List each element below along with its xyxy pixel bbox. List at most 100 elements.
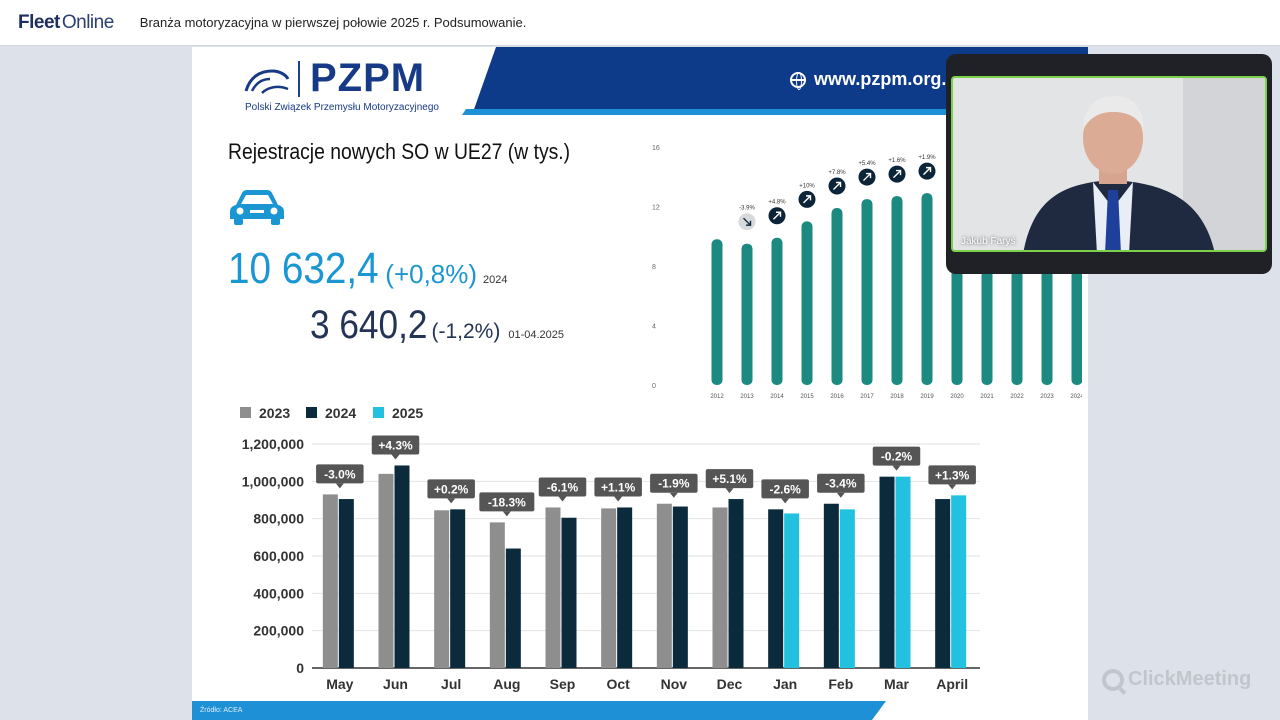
year-bar xyxy=(891,196,903,385)
month-bar-2025 xyxy=(784,513,800,668)
growth-label: +1.6% xyxy=(888,158,906,164)
stat-2025-value: 3 640,2 xyxy=(310,303,428,347)
month-bar-2024 xyxy=(505,548,521,668)
brand-bold: Fleet xyxy=(18,11,60,33)
legend-label: 2025 xyxy=(392,405,423,421)
xtick-label: 2022 xyxy=(1010,394,1024,400)
globe-icon xyxy=(790,71,806,90)
legend-label: 2024 xyxy=(325,405,356,421)
video-frame: Jakub Faryś xyxy=(951,76,1267,252)
ytick-label: 4 xyxy=(652,324,656,331)
xtick-label: 2013 xyxy=(740,394,754,400)
growth-label: +5.4% xyxy=(858,161,876,167)
speaker-name: Jakub Faryś xyxy=(961,236,1016,247)
stat-2024-period: 2024 xyxy=(483,274,508,286)
change-label: -0.2% xyxy=(881,450,913,464)
change-label: -18.3% xyxy=(488,495,526,509)
change-label: +5.1% xyxy=(712,472,747,486)
xtick-label: Jan xyxy=(773,676,797,692)
stat-2024: 10 632,4 (+0,8%) 2024 xyxy=(228,244,508,294)
arrow-down-icon xyxy=(743,217,752,226)
change-label: +0.2% xyxy=(434,482,469,496)
change-label-pointer xyxy=(335,483,344,489)
arrow-up-icon xyxy=(833,181,842,190)
month-bar-2023 xyxy=(601,508,617,668)
change-label-box xyxy=(479,492,535,512)
year-bar xyxy=(831,207,843,385)
xtick-label: 2016 xyxy=(830,394,844,400)
month-bar-2024 xyxy=(728,499,744,668)
change-label-pointer xyxy=(502,511,511,517)
month-bar-2023 xyxy=(322,494,338,668)
footer-band xyxy=(192,701,1088,720)
ytick-label: 200,000 xyxy=(253,623,304,639)
year-bar xyxy=(981,240,993,385)
month-bar-2023 xyxy=(656,503,672,668)
arrow-up-icon xyxy=(863,172,872,182)
change-label-box xyxy=(650,473,698,493)
change-label-pointer xyxy=(948,484,957,490)
xtick-label: 2019 xyxy=(920,394,934,400)
footer-band-white xyxy=(872,701,1088,720)
stat-2025-period: 01-04.2025 xyxy=(508,329,564,341)
xtick-label: 2023 xyxy=(1040,394,1054,400)
brand-light: Online xyxy=(61,11,114,33)
change-label-box xyxy=(371,435,420,455)
speaker-video-tile[interactable]: Jakub Faryś xyxy=(946,54,1272,274)
website-text: www.pzpm.org.p xyxy=(814,69,958,89)
month-bar-2024 xyxy=(561,517,577,668)
change-label-box xyxy=(705,469,754,489)
change-label-pointer xyxy=(391,454,400,460)
change-label-box xyxy=(928,465,976,485)
change-label-box xyxy=(817,473,865,493)
change-label: -2.6% xyxy=(769,482,801,496)
year-bar xyxy=(771,237,783,385)
source-note: Źródło: ACEA xyxy=(200,707,243,714)
header-stripe xyxy=(462,109,1088,115)
stat-2024-change: (+0,8%) xyxy=(385,259,478,289)
change-label-pointer xyxy=(669,492,678,498)
year-bar xyxy=(711,239,723,385)
legend-swatch xyxy=(240,407,251,418)
ytick-label: 400,000 xyxy=(253,585,304,601)
change-label-box xyxy=(761,479,809,499)
year-bar xyxy=(951,239,963,385)
month-bar-2024 xyxy=(450,509,466,668)
xtick-label: Sep xyxy=(550,676,576,692)
logo-car-icon xyxy=(244,69,290,94)
xtick-label: Jun xyxy=(383,676,408,692)
xtick-label: 2015 xyxy=(800,394,814,400)
fleet-online-logo[interactable]: Fleet Online xyxy=(18,12,114,34)
month-bar-2024 xyxy=(672,506,688,668)
xtick-label: May xyxy=(326,676,353,692)
change-label-pointer xyxy=(558,496,567,502)
logo-word: PZPM xyxy=(310,56,426,100)
change-label: -3.0% xyxy=(324,467,356,481)
xtick-label: Aug xyxy=(493,676,520,692)
stat-2025-change: (-1,2%) xyxy=(431,320,501,343)
xtick-label: 2012 xyxy=(710,394,724,400)
month-bar-2023 xyxy=(712,507,728,668)
change-label-pointer xyxy=(892,465,901,471)
growth-label: +10% xyxy=(799,183,815,189)
ytick-label: 600,000 xyxy=(253,548,304,564)
xtick-label: 2014 xyxy=(770,394,784,400)
xtick-label: Nov xyxy=(661,676,688,692)
change-label-box xyxy=(427,479,475,499)
xtick-label: Jul xyxy=(441,676,461,692)
xtick-label: Dec xyxy=(717,676,743,692)
stat-2024-value: 10 632,4 xyxy=(228,244,379,293)
ytick-label: 0 xyxy=(652,383,656,390)
arrow-up-icon xyxy=(893,169,902,179)
growth-label: +4.8% xyxy=(768,200,786,206)
xtick-label: 2018 xyxy=(890,394,904,400)
change-label-box xyxy=(538,477,587,497)
change-label-pointer xyxy=(781,498,790,504)
registration-title: Rejestracje nowych SO w UE27 (w tys.) xyxy=(228,139,571,164)
month-bar-2024 xyxy=(338,499,354,668)
top-bar: Fleet Online Branża motoryzacyjna w pier… xyxy=(0,0,1280,46)
logo-separator xyxy=(298,61,300,97)
growth-label: -3.9% xyxy=(739,206,755,212)
speaker-person-icon xyxy=(953,78,1265,250)
xtick-label: Mar xyxy=(884,676,909,692)
